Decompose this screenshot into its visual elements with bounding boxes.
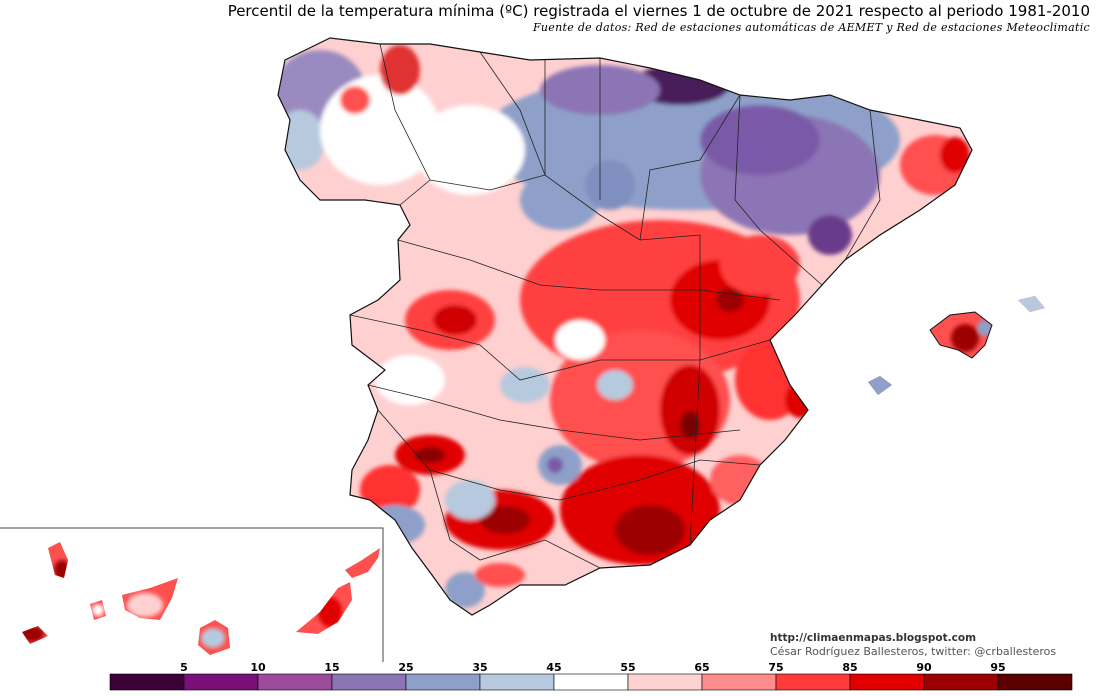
legend-label: 65 <box>694 661 709 674</box>
legend-label: 5 <box>180 661 188 674</box>
legend-swatch <box>257 673 333 691</box>
baleares-field <box>868 296 1045 395</box>
legend-swatch <box>553 673 629 691</box>
legend-label: 95 <box>990 661 1005 674</box>
data-source-subtitle: Fuente de datos: Red de estaciones autom… <box>532 21 1090 34</box>
legend-label: 45 <box>546 661 561 674</box>
legend-swatch <box>109 673 185 691</box>
peninsula-field <box>278 38 972 615</box>
legend-label: 25 <box>398 661 413 674</box>
legend-swatch <box>627 673 703 691</box>
canarias-field <box>22 542 380 655</box>
legend-swatch <box>923 673 999 691</box>
legend-swatch <box>331 673 407 691</box>
legend-swatch <box>479 673 555 691</box>
legend-label: 35 <box>472 661 487 674</box>
legend-label: 90 <box>916 661 932 674</box>
legend-swatch <box>775 673 851 691</box>
legend-label: 85 <box>842 661 857 674</box>
province-borders <box>329 37 881 569</box>
credit-author: César Rodríguez Ballesteros, twitter: @c… <box>770 645 1057 658</box>
percentile-legend: 5 10 15 25 35 45 55 65 75 85 90 95 <box>109 661 1073 691</box>
legend-label: 15 <box>324 661 339 674</box>
legend-label: 75 <box>768 661 783 674</box>
legend-swatch <box>997 673 1073 691</box>
map-title: Percentil de la temperatura mínima (ºC) … <box>227 2 1090 20</box>
legend-swatch <box>701 673 777 691</box>
legend-label: 10 <box>250 661 266 674</box>
credit-url: http://climaenmapas.blogspot.com <box>770 632 977 644</box>
legend-swatch <box>405 673 481 691</box>
legend-swatch <box>849 673 925 691</box>
legend-label: 55 <box>620 661 635 674</box>
canarias-inset-frame <box>0 527 384 662</box>
legend-swatch <box>183 673 259 691</box>
